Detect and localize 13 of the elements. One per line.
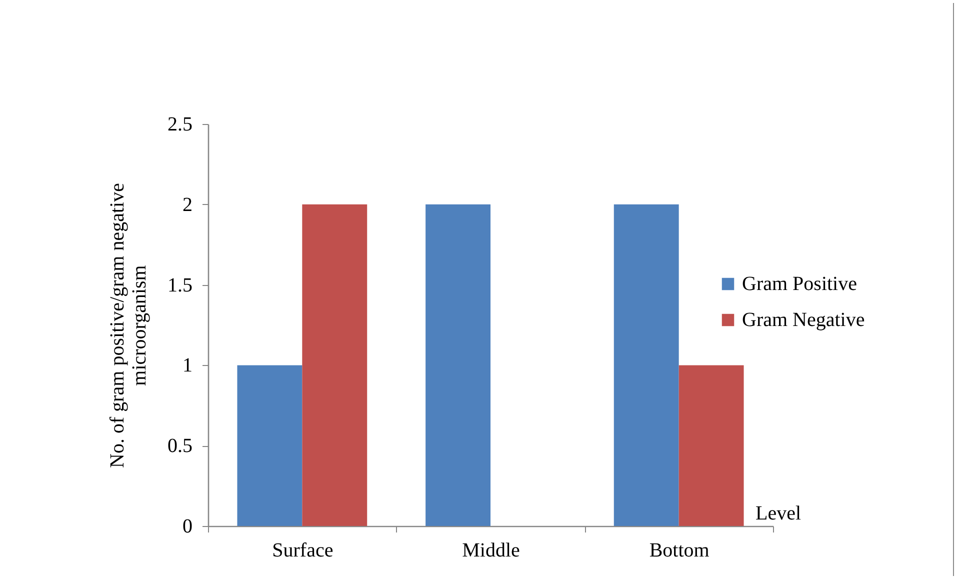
y-tick-label: 2	[182, 194, 192, 216]
x-tick-label: Surface	[272, 540, 334, 562]
y-axis-title: No. of gram positive/gram negative microorganism	[106, 182, 150, 468]
x-tick-label: Bottom	[649, 540, 710, 562]
x-axis-title: Level	[756, 502, 802, 524]
y-tick-label: 0.5	[168, 435, 192, 458]
legend-label: Gram Negative	[742, 309, 865, 331]
y-tick-label: 0	[182, 516, 192, 538]
y-tick-label: 2.5	[168, 114, 192, 136]
y-tick-label: 1.5	[168, 274, 192, 296]
y-tick-label: 1	[182, 354, 192, 377]
legend-label: Gram Positive	[742, 273, 858, 295]
x-tick-label: Middle	[462, 540, 520, 562]
